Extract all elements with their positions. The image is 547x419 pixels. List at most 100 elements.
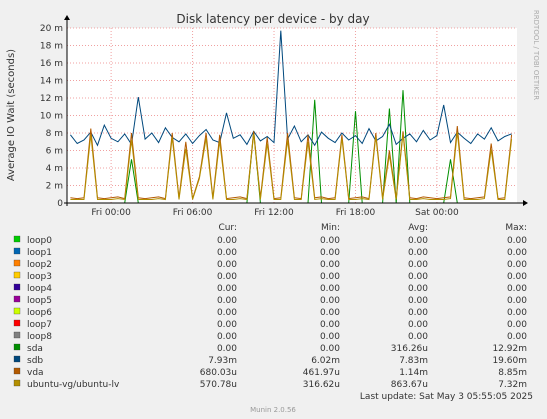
legend-min: 461.97u [303,368,340,378]
y-tick-label: 2 m [46,182,63,192]
legend-max: 0.00 [507,296,527,306]
legend-cur: 0.00 [217,248,237,258]
legend-cur: 0.00 [217,344,237,354]
legend-max: 0.00 [507,236,527,246]
legend-swatch [13,379,21,387]
series-line [70,132,513,201]
legend-swatch [13,355,21,363]
legend-cur: 0.00 [217,284,237,294]
legend-header: Avg: [408,223,428,233]
legend-header: Max: [505,223,527,233]
legend-min: 0.00 [320,308,340,318]
legend-max: 8.85m [498,368,527,378]
legend-max: 0.00 [507,260,527,270]
y-tick-label: 16 m [40,59,63,69]
chart-title: Disk latency per device - by day [176,12,369,26]
legend-min: 0.00 [320,296,340,306]
y-tick-label: 6 m [46,147,63,157]
legend-min: 0.00 [320,344,340,354]
y-tick-label: 20 m [40,24,63,34]
side-text: RRDTOOL / TOBI OETIKER [532,10,540,100]
y-axis-label: Average IO Wait (seconds) [6,49,17,181]
legend-swatch [13,235,21,243]
legend-max: 0.00 [507,320,527,330]
legend-swatch [13,331,21,339]
legend-name: loop1 [27,248,52,258]
legend-avg: 0.00 [408,296,428,306]
legend-avg: 7.83m [399,356,428,366]
legend-cur: 0.00 [217,236,237,246]
legend-min: 0.00 [320,272,340,282]
y-tick-label: 0 [57,199,63,209]
y-tick-label: 8 m [46,129,63,139]
legend-cur: 7.93m [208,356,237,366]
legend-cur: 0.00 [217,320,237,330]
legend-max: 0.00 [507,308,527,318]
x-tick-label: Fri 06:00 [173,208,213,218]
legend-swatch [13,343,21,351]
legend-swatch [13,247,21,255]
x-tick-label: Sat 00:00 [415,208,459,218]
legend-swatch [13,271,21,279]
legend-name: loop6 [27,308,52,318]
legend-swatch [13,259,21,267]
legend-avg: 0.00 [408,320,428,330]
legend-name: sdb [27,356,43,366]
last-update: Last update: Sat May 3 05:55:05 2025 [360,392,533,402]
legend-min: 6.02m [311,356,340,366]
legend-avg: 863.67u [391,380,428,390]
legend-name: loop4 [27,284,52,294]
legend-min: 316.62u [303,380,340,390]
legend-cur: 0.00 [217,332,237,342]
legend-avg: 0.00 [408,260,428,270]
legend-min: 0.00 [320,320,340,330]
legend-max: 12.92m [492,344,527,354]
legend-cur: 570.78u [200,380,237,390]
legend-cur: 0.00 [217,272,237,282]
y-tick-label: 12 m [40,94,63,104]
legend-cur: 680.03u [200,368,237,378]
legend-avg: 316.26u [391,344,428,354]
legend-header: Min: [321,223,340,233]
legend-min: 0.00 [320,260,340,270]
plot: 0 2 m 4 m 6 m 8 m 10 m 12 m 14 m 16 m 18 m 20 m Fri… [13,15,528,390]
axis-arrow [64,15,70,20]
legend-max: 0.00 [507,248,527,258]
legend-avg: 0.00 [408,284,428,294]
legend-avg: 1.14m [399,368,428,378]
legend-cur: 0.00 [217,308,237,318]
legend-name: loop0 [27,236,52,246]
legend-min: 0.00 [320,332,340,342]
y-tick-label: 18 m [40,42,63,52]
legend-name: sda [27,344,43,354]
legend-header: Cur: [218,223,237,233]
legend-min: 0.00 [320,236,340,246]
legend-cur: 0.00 [217,260,237,270]
legend-avg: 0.00 [408,272,428,282]
legend-min: 0.00 [320,248,340,258]
x-tick-label: Fri 00:00 [91,208,131,218]
legend-avg: 0.00 [408,248,428,258]
legend-max: 0.00 [507,284,527,294]
legend-swatch [13,307,21,315]
x-tick-label: Fri 18:00 [336,208,376,218]
y-tick-label: 14 m [40,77,63,87]
legend-avg: 0.00 [408,332,428,342]
footer: Munin 2.0.56 [250,406,296,414]
x-tick-label: Fri 12:00 [254,208,294,218]
legend-name: loop7 [27,320,52,330]
legend-max: 0.00 [507,272,527,282]
legend-name: loop8 [27,332,52,342]
series-line [70,30,512,147]
legend-swatch [13,295,21,303]
legend-swatch [13,367,21,375]
legend-max: 0.00 [507,332,527,342]
legend-avg: 0.00 [408,236,428,246]
legend-swatch [13,319,21,327]
legend-cur: 0.00 [217,296,237,306]
legend-min: 0.00 [320,284,340,294]
legend-name: ubuntu-vg/ubuntu-lv [27,380,120,390]
axis-arrow [523,200,528,206]
legend-name: loop2 [27,260,52,270]
